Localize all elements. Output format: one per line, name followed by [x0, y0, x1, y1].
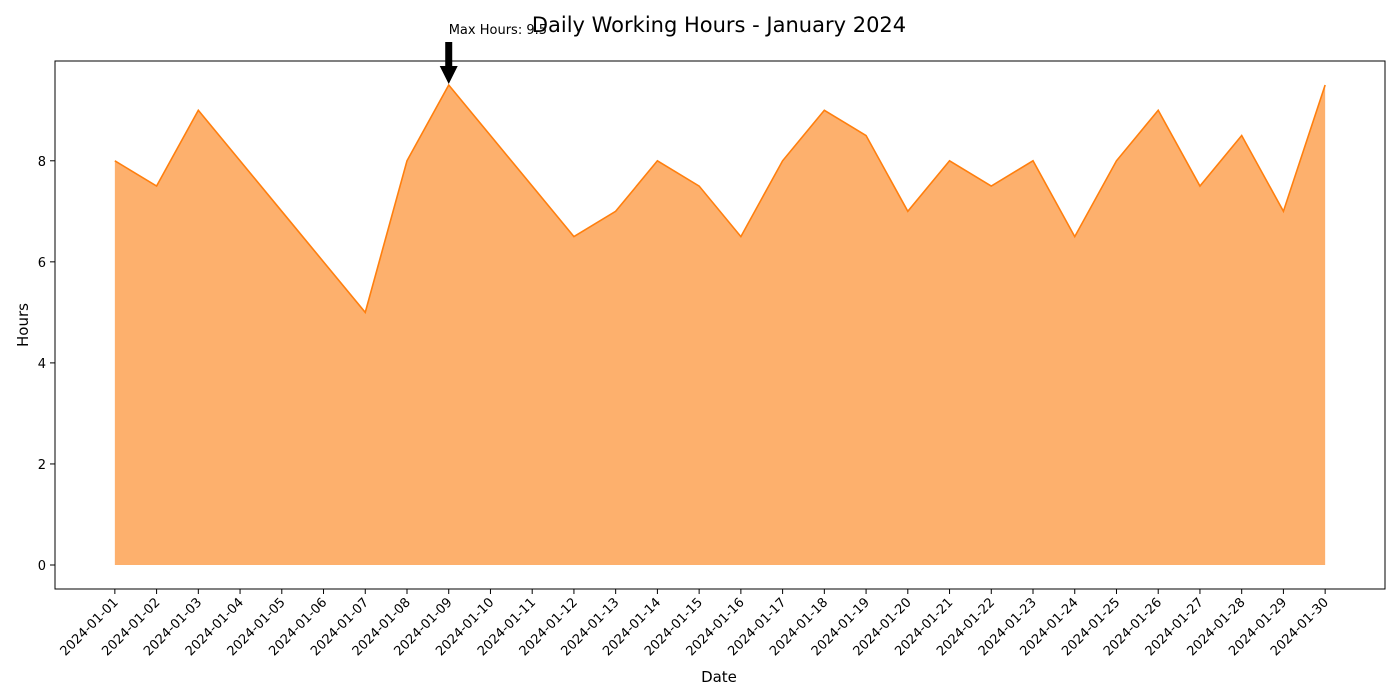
annotation-arrow-shaft [445, 42, 453, 67]
max-annotation: Max Hours: 9.5 [439, 23, 547, 84]
y-tick-label: 6 [38, 256, 46, 271]
plot-area [114, 83, 1326, 565]
chart-title: Daily Working Hours - January 2024 [532, 13, 906, 37]
y-axis-label: Hours [14, 303, 32, 347]
y-tick-label: 8 [38, 155, 46, 170]
annotation-text: Max Hours: 9.5 [449, 23, 547, 38]
x-axis-label: Date [701, 668, 737, 686]
area-fill [114, 85, 1326, 565]
series-line [114, 83, 1326, 315]
annotation-arrow-head [439, 66, 458, 84]
y-tick-label: 2 [38, 458, 46, 473]
y-tick-label: 0 [38, 559, 46, 574]
plot-frame [54, 60, 1386, 590]
y-tick-label: 4 [38, 357, 46, 372]
y-axis: 0 2 4 6 8 [38, 155, 55, 574]
x-axis: 2024-01-012024-01-022024-01-032024-01-04… [58, 589, 1332, 659]
